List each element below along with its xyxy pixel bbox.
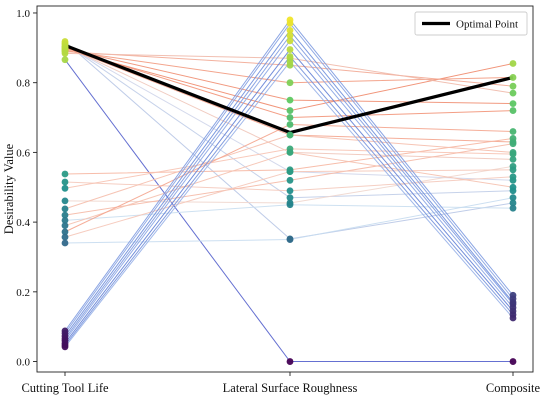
y-tick-label: 0.2 [16, 287, 30, 299]
data-point-s10-3 [509, 82, 517, 90]
plot-border [36, 5, 534, 373]
data-point-s7-3 [509, 100, 517, 107]
x-tick-label: Lateral Surface Roughness [223, 381, 358, 395]
data-point-s20-3 [509, 183, 517, 191]
data-point-s13-3 [509, 135, 517, 142]
y-tick-label: 1.0 [16, 8, 30, 20]
data-point-s19-3 [509, 204, 517, 212]
x-tick-label: Composite [486, 381, 541, 395]
data-point-s12-1 [61, 56, 69, 64]
legend: Optimal Point [414, 11, 528, 36]
data-point-s18-3 [509, 140, 517, 148]
data-point-s11-3 [509, 89, 517, 97]
data-point-s12-2 [286, 358, 294, 365]
data-point-s31-2 [286, 58, 294, 66]
data-point-s22-2 [286, 168, 294, 175]
data-point-s20-1 [61, 222, 69, 230]
y-tick-label: 0.8 [16, 78, 30, 90]
data-point-s26-2 [286, 27, 294, 34]
axes: 0.0 0.2 0.4 0.6 0.8 1.0 Desirability Value Cutt… [2, 8, 541, 395]
data-point-s22-3 [509, 166, 517, 174]
plot-frame [36, 5, 534, 373]
data-point-s25-2 [286, 20, 294, 27]
data-point-s9-2 [286, 79, 294, 87]
data-point-s23-3 [509, 194, 517, 202]
data-point-s18-1 [61, 211, 69, 219]
data-point-s4-3 [509, 155, 517, 163]
data-point-s11-1 [61, 50, 69, 57]
data-point-s14-2 [286, 187, 294, 195]
data-point-s17-1 [61, 205, 69, 213]
data-point-s13-1 [61, 170, 69, 178]
data-point-s17-3 [509, 149, 517, 156]
y-axis-label: Desirability Value [2, 143, 16, 234]
legend-label: Optimal Point [456, 19, 518, 31]
data-point-s15-1 [61, 184, 69, 192]
y-tick-label: 0.4 [16, 217, 30, 229]
data-point-s18-2 [286, 176, 294, 184]
y-tick-label: 0.0 [16, 357, 30, 369]
data-point-s22-1 [61, 233, 69, 241]
data-point-s31-1 [61, 343, 69, 351]
data-point-s29-2 [286, 46, 294, 53]
legend-box [414, 11, 528, 36]
data-point-s30-2 [286, 53, 294, 60]
data-point-s27-2 [286, 32, 294, 40]
data-point-s6-3 [509, 107, 517, 114]
data-point-s19-2 [286, 201, 294, 209]
data-point-s14-1 [61, 178, 69, 186]
data-point-s23-2 [286, 236, 294, 243]
data-point-s9-3 [509, 74, 517, 81]
data-point-s17-2 [286, 131, 294, 139]
data-point-s12-3 [509, 358, 517, 365]
data-point-s21-2 [286, 121, 294, 128]
data-point-s20-2 [286, 149, 294, 156]
data-point-s7-2 [286, 96, 294, 104]
data-point-s28-2 [286, 37, 294, 45]
data-points [61, 16, 517, 365]
data-point-s8-3 [509, 60, 517, 67]
data-point-s21-3 [509, 128, 517, 135]
data-point-s14-3 [509, 173, 517, 181]
data-point-s2-2 [286, 194, 294, 202]
data-point-s31-3 [509, 314, 517, 322]
data-point-s8-2 [286, 107, 294, 114]
data-point-s6-2 [286, 114, 294, 121]
x-tick-label: Cutting Tool Life [21, 381, 109, 395]
data-point-s23-1 [61, 239, 69, 247]
y-tick-label: 0.6 [16, 147, 30, 159]
data-point-s1-3 [509, 199, 517, 207]
data-point-s21-1 [61, 228, 69, 236]
data-point-s19-1 [61, 216, 69, 224]
data-point-s16-1 [61, 197, 69, 205]
